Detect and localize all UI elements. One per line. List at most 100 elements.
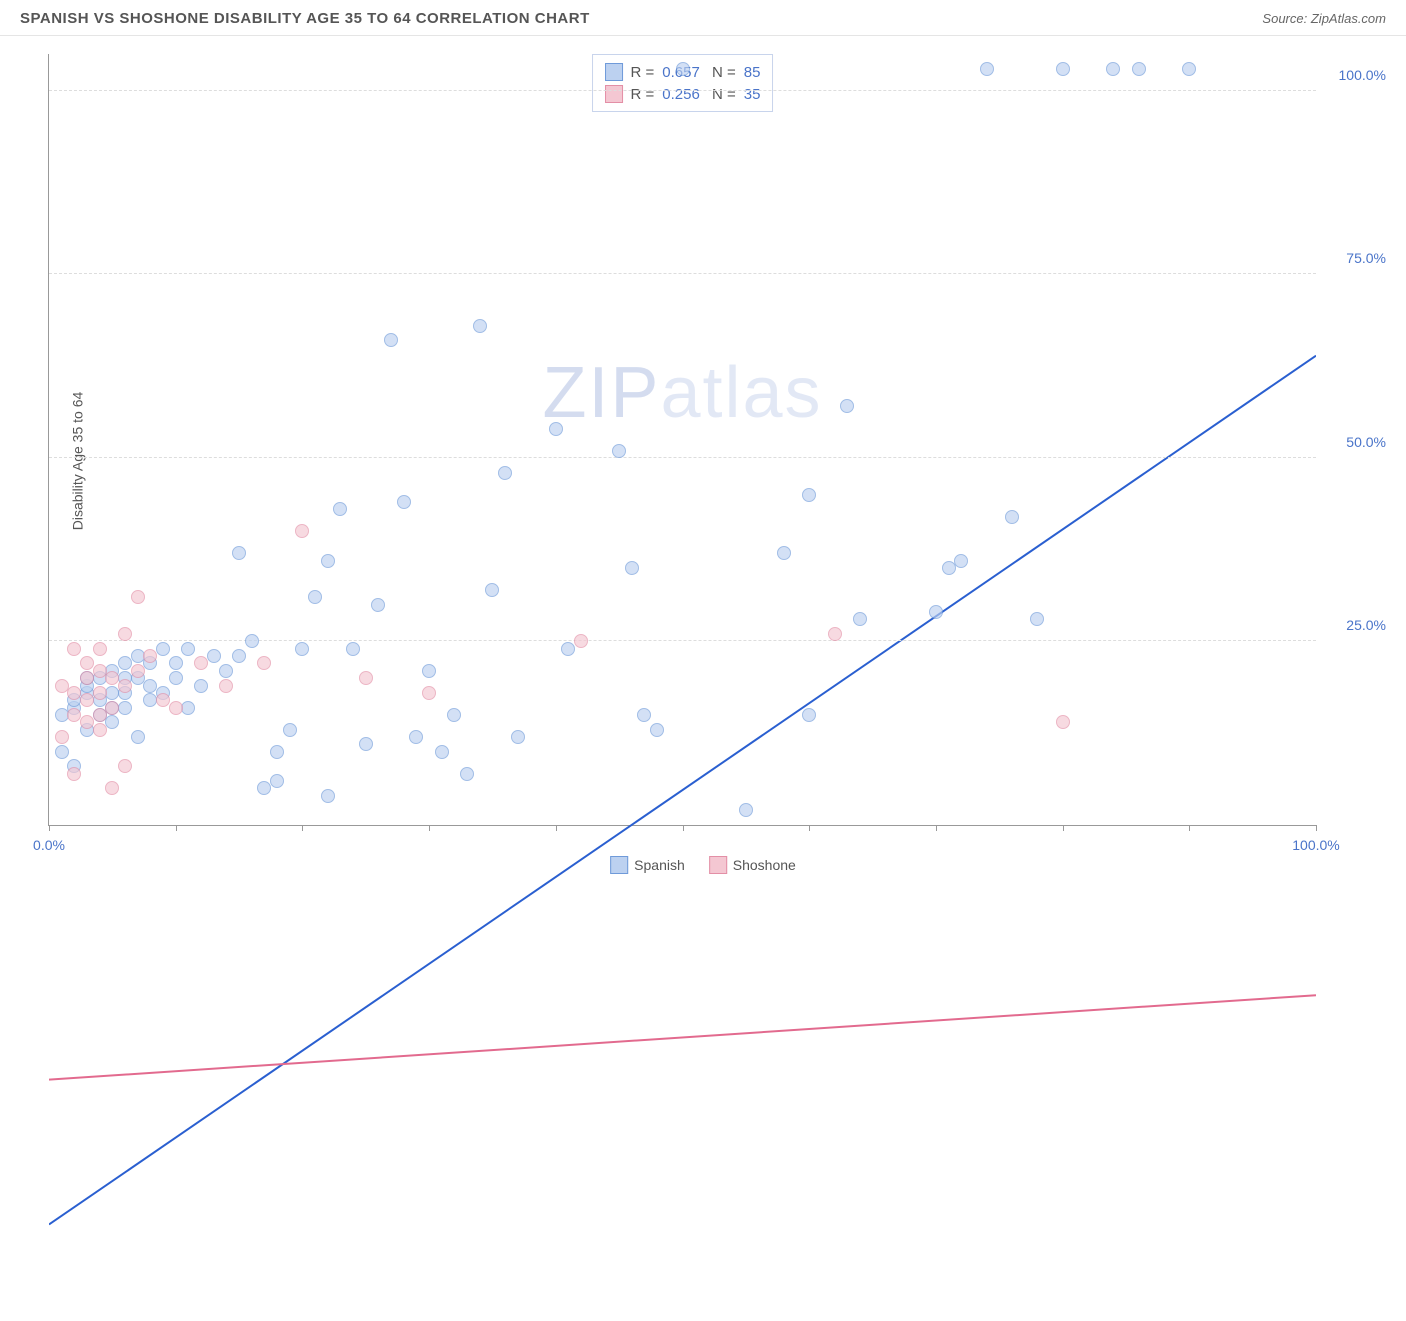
data-point: [118, 701, 132, 715]
data-point: [650, 723, 664, 737]
x-tick: [1189, 825, 1190, 831]
series-swatch: [605, 63, 623, 81]
source-attribution: Source: ZipAtlas.com: [1262, 11, 1386, 26]
stat-n-value: 85: [744, 64, 761, 81]
data-point: [131, 664, 145, 678]
data-point: [942, 561, 956, 575]
legend-item: Spanish: [610, 856, 685, 874]
legend-label: Spanish: [634, 857, 685, 873]
data-point: [1005, 510, 1019, 524]
data-point: [625, 561, 639, 575]
data-point: [308, 590, 322, 604]
y-tick-label: 25.0%: [1326, 617, 1386, 633]
data-point: [397, 495, 411, 509]
data-point: [131, 730, 145, 744]
source-label: Source:: [1262, 11, 1307, 26]
x-tick: [556, 825, 557, 831]
gridline-h: [49, 640, 1316, 641]
data-point: [422, 664, 436, 678]
data-point: [384, 333, 398, 347]
x-tick: [683, 825, 684, 831]
data-point: [840, 399, 854, 413]
data-point: [460, 767, 474, 781]
series-swatch: [605, 85, 623, 103]
data-point: [118, 759, 132, 773]
data-point: [257, 656, 271, 670]
data-point: [143, 649, 157, 663]
data-point: [67, 767, 81, 781]
data-point: [676, 62, 690, 76]
data-point: [422, 686, 436, 700]
data-point: [549, 422, 563, 436]
data-point: [739, 803, 753, 817]
data-point: [245, 634, 259, 648]
data-point: [80, 671, 94, 685]
stat-r-label: R =: [631, 86, 655, 103]
data-point: [118, 627, 132, 641]
data-point: [511, 730, 525, 744]
data-point: [777, 546, 791, 560]
stat-r-value: 0.256: [662, 86, 700, 103]
data-point: [181, 701, 195, 715]
data-point: [574, 634, 588, 648]
y-tick-label: 75.0%: [1326, 250, 1386, 266]
legend-swatch: [709, 856, 727, 874]
data-point: [283, 723, 297, 737]
data-point: [929, 605, 943, 619]
watermark-atlas: atlas: [660, 353, 822, 433]
data-point: [93, 708, 107, 722]
data-point: [321, 554, 335, 568]
data-point: [447, 708, 461, 722]
data-point: [802, 488, 816, 502]
data-point: [232, 649, 246, 663]
source-value: ZipAtlas.com: [1311, 11, 1386, 26]
data-point: [1030, 612, 1044, 626]
data-point: [93, 642, 107, 656]
stat-n-label: N =: [708, 64, 736, 81]
data-point: [207, 649, 221, 663]
data-point: [105, 701, 119, 715]
legend-label: Shoshone: [733, 857, 796, 873]
data-point: [131, 590, 145, 604]
data-point: [828, 627, 842, 641]
watermark: ZIPatlas: [542, 352, 822, 434]
stats-row: R = 0.256 N = 35: [605, 83, 761, 105]
x-tick-label: 100.0%: [1292, 837, 1339, 853]
legend-swatch: [610, 856, 628, 874]
data-point: [1056, 62, 1070, 76]
data-point: [359, 671, 373, 685]
x-tick: [176, 825, 177, 831]
data-point: [169, 656, 183, 670]
data-point: [612, 444, 626, 458]
data-point: [333, 502, 347, 516]
data-point: [1132, 62, 1146, 76]
chart-area: Disability Age 35 to 64 ZIPatlas R =0.65…: [0, 36, 1406, 886]
x-tick: [936, 825, 937, 831]
data-point: [980, 62, 994, 76]
stat-n-label: N =: [708, 86, 736, 103]
data-point: [194, 679, 208, 693]
data-point: [270, 745, 284, 759]
gridline-h: [49, 273, 1316, 274]
data-point: [232, 546, 246, 560]
gridline-h: [49, 457, 1316, 458]
data-point: [219, 679, 233, 693]
stat-n-value: 35: [744, 86, 761, 103]
data-point: [561, 642, 575, 656]
data-point: [473, 319, 487, 333]
legend-item: Shoshone: [709, 856, 796, 874]
data-point: [321, 789, 335, 803]
x-tick: [302, 825, 303, 831]
data-point: [485, 583, 499, 597]
data-point: [55, 745, 69, 759]
data-point: [93, 686, 107, 700]
trendline: [49, 356, 1316, 1225]
y-tick-label: 100.0%: [1326, 67, 1386, 83]
data-point: [169, 701, 183, 715]
data-point: [93, 723, 107, 737]
data-point: [270, 774, 284, 788]
x-tick-label: 0.0%: [33, 837, 65, 853]
data-point: [435, 745, 449, 759]
data-point: [80, 693, 94, 707]
trendlines-layer: [49, 54, 1316, 1321]
